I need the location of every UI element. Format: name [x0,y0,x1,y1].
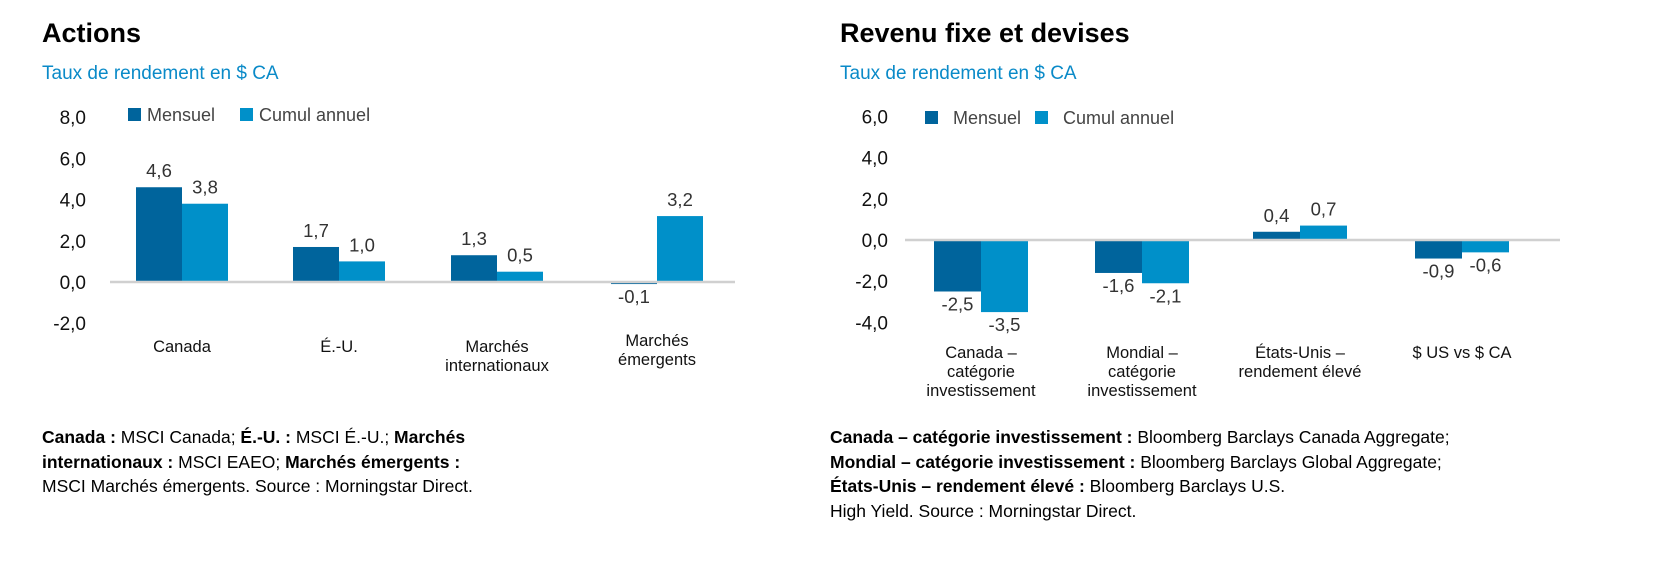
data-label: 4,6 [146,160,172,181]
footnote-text: Canada : [42,427,121,447]
category-label: Canada [153,338,212,356]
y-tick-label: -2,0 [53,314,86,335]
bar-mensuel [293,246,339,282]
footnote-text: É.-U. : [240,427,296,447]
chart-title-actions: Actions [42,18,142,48]
legend-swatch [128,108,141,121]
data-label: -2,1 [1150,285,1182,306]
footnote-text: Mondial – catégorie investissement : [830,451,1141,472]
category-label: catégorie [947,363,1015,381]
category-label: Mondial – [1106,344,1178,362]
bar-mensuel [1253,231,1300,240]
data-label: -0,9 [1423,261,1455,282]
category-label: Marchés [625,332,688,350]
data-label: 3,2 [667,189,693,210]
data-label: 1,7 [303,220,329,241]
bar-mensuel [451,255,497,282]
footnote-line: MSCI Marchés émergents. Source : Morning… [42,474,473,499]
bar-cumul-annuel [339,261,385,282]
data-label: -1,6 [1103,275,1135,296]
data-label: -3,5 [989,314,1021,335]
footnote-text: Bloomberg Barclays Global Aggregate; [1140,451,1442,472]
footnote-text: Bloomberg Barclays Canada Aggregate; [1137,427,1450,447]
chart-title-revenu: Revenu fixe et devises [840,18,1130,48]
category-label: émergents [618,351,696,369]
data-label: 0,4 [1264,205,1290,226]
category-label: investissement [926,382,1036,400]
footnote-text: Marchés [394,427,466,447]
footnote-line: Canada : MSCI Canada; É.-U. : MSCI É.-U.… [42,425,473,450]
y-tick-label: 2,0 [862,190,888,211]
category-label: $ US vs $ CA [1412,344,1511,362]
footnote-text: Bloomberg Barclays U.S. [1089,476,1286,496]
chart-subtitle-actions: Taux de rendement en $ CA [42,63,279,84]
legend-swatch [1035,111,1048,124]
y-tick-label: 8,0 [60,108,86,129]
bar-mensuel [934,240,981,292]
chart-subtitle-revenu: Taux de rendement en $ CA [840,63,1077,84]
category-label: investissement [1087,382,1197,400]
data-label: 1,0 [349,234,375,255]
bar-cumul-annuel [657,216,703,282]
category-label: internationaux [445,357,549,375]
legend-swatch [925,111,938,124]
bar-mensuel [1095,240,1142,273]
category-label: É.-U. [320,337,358,356]
footnote-revenu: Canada – catégorie investissement : Bloo… [830,425,1450,523]
footnote-actions: Canada : MSCI Canada; É.-U. : MSCI É.-U.… [42,425,473,499]
footnote-text: internationaux : [42,451,179,472]
data-label: -0,1 [618,286,650,307]
footnote-line: internationaux : MSCI EAEO; Marchés émer… [42,450,473,475]
bar-mensuel [136,187,182,282]
bar-cumul-annuel [981,240,1028,313]
data-label: 1,3 [461,228,487,249]
footnote-text: MSCI Marchés émergents. Source : Morning… [42,476,473,496]
category-label: rendement élevé [1239,363,1362,381]
footnote-line: Canada – catégorie investissement : Bloo… [830,425,1450,450]
footnote-text: MSCI É.-U.; [295,427,395,447]
data-label: -2,5 [942,294,974,315]
legend-label: Mensuel [147,105,215,125]
bar-mensuel [1415,240,1462,259]
y-tick-label: 2,0 [60,232,86,253]
bar-cumul-annuel [497,271,543,282]
legend-swatch [240,108,253,121]
legend-label: Cumul annuel [1063,108,1174,128]
y-tick-label: 4,0 [60,191,86,212]
footnote-text: MSCI Canada; [120,427,241,447]
y-tick-label: 0,0 [60,273,86,294]
footnote-line: États-Unis – rendement élevé : Bloomberg… [830,474,1450,499]
y-tick-label: 0,0 [862,231,888,252]
category-label: États-Unis – [1255,343,1346,362]
footnote-text: Marchés émergents : [285,451,461,472]
category-label: catégorie [1108,363,1176,381]
category-label: Canada – [945,344,1017,362]
legend-label: Cumul annuel [259,105,370,125]
data-label: 0,5 [507,245,533,266]
footnote-line: High Yield. Source : Morningstar Direct. [830,499,1450,524]
footnote-text: High Yield. Source : Morningstar Direct. [830,500,1137,521]
data-label: 3,8 [192,177,218,198]
y-tick-label: 6,0 [862,107,888,128]
bar-cumul-annuel [1300,225,1347,240]
data-label: 0,7 [1311,199,1337,220]
legend-label: Mensuel [953,108,1021,128]
bar-cumul-annuel [182,203,228,282]
footnote-text: Canada – catégorie investissement : [830,427,1138,447]
data-label: -0,6 [1470,254,1502,275]
y-tick-label: 4,0 [862,149,888,170]
footnote-text: MSCI EAEO; [178,451,286,472]
footnote-line: Mondial – catégorie investissement : Blo… [830,450,1450,475]
y-tick-label: 6,0 [60,149,86,170]
bar-cumul-annuel [1142,240,1189,284]
footnote-text: États-Unis – rendement élevé : [830,476,1090,496]
y-tick-label: -4,0 [855,313,888,334]
category-label: Marchés [465,338,528,356]
y-tick-label: -2,0 [855,272,888,293]
bar-cumul-annuel [1462,240,1509,253]
